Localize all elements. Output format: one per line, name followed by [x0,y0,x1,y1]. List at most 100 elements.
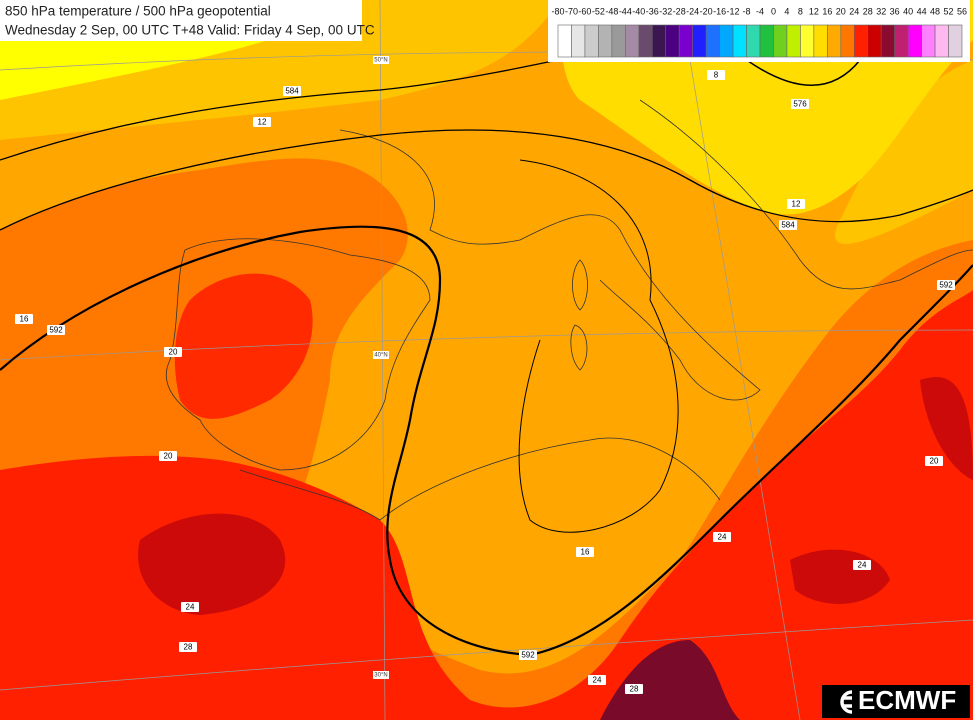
longitude-line [379,0,386,721]
colorbar-label: -20 [700,6,713,16]
colorbar-label: 24 [849,6,859,16]
contour-label-text: 20 [169,348,178,357]
contour-label: 592 [937,280,955,290]
contour-label: 576 [791,99,809,109]
contour-label-box [791,99,809,109]
contour-label-box [937,280,955,290]
colorbar-swatch [773,24,788,58]
colorbar-label: -12 [727,6,740,16]
contour-label: 20 [925,456,943,466]
contour-label-box [779,220,797,230]
field-extreme [138,513,286,615]
colorbar-swatch [867,24,882,58]
contour-584 [0,129,973,231]
colorbar-swatch [840,24,855,58]
colorbar-label: 0 [771,6,776,16]
contour-label-text: 592 [521,651,535,660]
field-max [600,640,740,720]
contour-label-text: 592 [49,326,63,335]
contour-label-box [853,560,871,570]
contour-label-box [787,199,805,209]
colorbar-swatch [732,24,747,58]
colorbar-swatch [853,24,869,58]
colorbar-swatch [584,24,599,58]
colorbar-swatch [598,24,613,58]
colorbar-swatch [571,24,586,58]
contour-label: 584 [283,86,301,96]
contour-label-box [625,684,643,694]
colorbar-label: -24 [686,6,699,16]
coast-adriatic-greece [639,99,973,290]
header-box [0,0,362,41]
contour-label: 20 [164,347,182,357]
latitude-label: 40°N [374,353,387,359]
longitude-line [679,0,801,721]
contour-label: 24 [181,602,199,612]
colorbar-swatch [880,24,895,58]
colorbar-label: -40 [632,6,645,16]
contour-label-text: 584 [285,87,299,96]
colorbar-label: 52 [944,6,954,16]
contour-label: 12 [253,117,271,127]
field-very-hot [0,290,973,720]
contour-label-text: 24 [186,603,195,612]
colorbar-swatch [759,24,774,58]
contour-16 [518,159,679,533]
contour-label-text: 584 [781,221,795,230]
contour-label-box [588,675,606,685]
contour-label: 12 [787,199,805,209]
contour-label: 8 [707,70,725,80]
subtitle: Wednesday 2 Sep, 00 UTC T+48 Valid: Frid… [5,23,375,38]
colorbar-label: -4 [756,6,764,16]
coast-iberia [165,238,431,471]
colorbar-label: 28 [863,6,873,16]
contour-label-text: 12 [258,118,267,127]
contour-label: 16 [576,547,594,557]
colorbar-swatch [651,24,667,58]
colorbar-label: 56 [957,6,967,16]
contour-label-box [576,547,594,557]
colorbar-label: -28 [673,6,686,16]
colorbar-swatch [921,24,936,58]
colorbar-label: -16 [713,6,726,16]
contour-label: 28 [179,642,197,652]
contour-label-box [15,314,33,324]
contour-label: 24 [588,675,606,685]
colorbar-swatch [678,24,693,58]
logo-icon [840,690,853,714]
contour-label-box [925,456,943,466]
colorbar-label: -8 [743,6,751,16]
contour-label-text: 576 [793,100,807,109]
contour-592 [0,225,973,657]
colorbar-swatch [934,24,949,58]
contour-label-box [159,451,177,461]
colorbar-label: -44 [619,6,632,16]
colorbar-swatch [638,24,653,58]
colorbar-label: 48 [930,6,940,16]
contour-label-text: 28 [184,643,193,652]
colorbar-swatch [719,24,734,58]
coast-islands [570,259,588,371]
colorbar-label: -80 [551,6,564,16]
colorbar-swatch [746,24,761,58]
colorbar-label: 40 [903,6,913,16]
contour-label-text: 24 [718,533,727,542]
contour-label-box [164,347,182,357]
contour-label-box [713,532,731,542]
contour-label-text: 20 [164,452,173,461]
contour-label-text: 8 [714,71,719,80]
colorbar-label: 20 [836,6,846,16]
colorbar-label: 36 [890,6,900,16]
contour-label: 584 [779,220,797,230]
contour-label: 24 [713,532,731,542]
colorbar-swatch [557,24,572,58]
latitude-label-box [373,56,389,64]
contour-label: 592 [519,650,537,660]
contour-label-text: 592 [939,281,953,290]
field-extreme [920,376,973,480]
colorbar-swatch [948,24,963,58]
contour-label-text: 28 [630,685,639,694]
contour-label-box [253,117,271,127]
contour-label-box [519,650,537,660]
